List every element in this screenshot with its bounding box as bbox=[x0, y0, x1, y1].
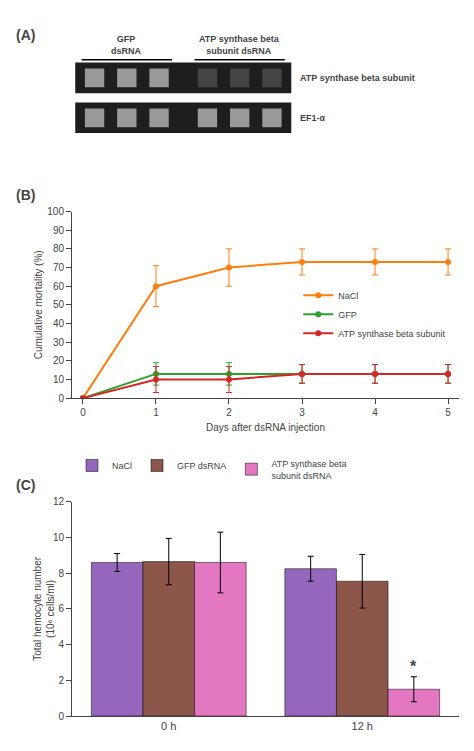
svg-text:30: 30 bbox=[53, 337, 65, 348]
svg-text:Days after dsRNA injection: Days after dsRNA injection bbox=[206, 422, 325, 433]
svg-text:(C): (C) bbox=[16, 477, 35, 493]
svg-text:Cumulative mortality (%): Cumulative mortality (%) bbox=[33, 250, 44, 359]
svg-text:20: 20 bbox=[53, 355, 65, 366]
svg-text:GFP dsRNA: GFP dsRNA bbox=[177, 461, 226, 471]
svg-text:(B): (B) bbox=[16, 187, 35, 203]
svg-text:6: 6 bbox=[58, 603, 64, 614]
svg-text:3: 3 bbox=[299, 407, 305, 418]
svg-text:*: * bbox=[410, 658, 417, 675]
svg-text:0: 0 bbox=[80, 407, 86, 418]
svg-text:GFPdsRNA: GFPdsRNA bbox=[111, 34, 142, 56]
svg-text:EF1-α: EF1-α bbox=[300, 113, 326, 123]
svg-text:ATP synthase beta subunit: ATP synthase beta subunit bbox=[300, 73, 415, 83]
svg-text:2: 2 bbox=[226, 407, 232, 418]
svg-text:80: 80 bbox=[53, 243, 65, 254]
svg-text:12 h: 12 h bbox=[352, 720, 373, 732]
svg-text:60: 60 bbox=[53, 281, 65, 292]
svg-text:0 h: 0 h bbox=[161, 720, 176, 732]
svg-text:NaCl: NaCl bbox=[112, 461, 132, 471]
svg-text:12: 12 bbox=[53, 496, 65, 507]
svg-text:ATP synthase beta subunit: ATP synthase beta subunit bbox=[338, 329, 445, 339]
svg-text:0: 0 bbox=[58, 393, 64, 404]
svg-text:5: 5 bbox=[445, 407, 451, 418]
svg-text:NaCl: NaCl bbox=[338, 291, 358, 301]
svg-text:70: 70 bbox=[53, 262, 65, 273]
svg-text:ATP synthase betasubunit dsRNA: ATP synthase betasubunit dsRNA bbox=[199, 34, 280, 56]
svg-text:10: 10 bbox=[53, 374, 65, 385]
svg-text:90: 90 bbox=[53, 225, 65, 236]
svg-text:50: 50 bbox=[53, 299, 65, 310]
svg-text:8: 8 bbox=[58, 568, 64, 579]
svg-text:2: 2 bbox=[58, 675, 64, 686]
svg-text:40: 40 bbox=[53, 318, 65, 329]
svg-text:Total hemocyte number(10⁶ cell: Total hemocyte number(10⁶ cells/ml) bbox=[32, 556, 56, 661]
svg-text:100: 100 bbox=[47, 206, 64, 217]
svg-text:ATP synthase betasubunit dsRNA: ATP synthase betasubunit dsRNA bbox=[271, 459, 346, 481]
svg-text:GFP: GFP bbox=[338, 310, 357, 320]
svg-text:4: 4 bbox=[58, 639, 64, 650]
svg-text:(A): (A) bbox=[16, 27, 35, 43]
svg-text:10: 10 bbox=[53, 532, 65, 543]
svg-text:1: 1 bbox=[153, 407, 159, 418]
svg-text:4: 4 bbox=[372, 407, 378, 418]
svg-text:0: 0 bbox=[58, 711, 64, 722]
